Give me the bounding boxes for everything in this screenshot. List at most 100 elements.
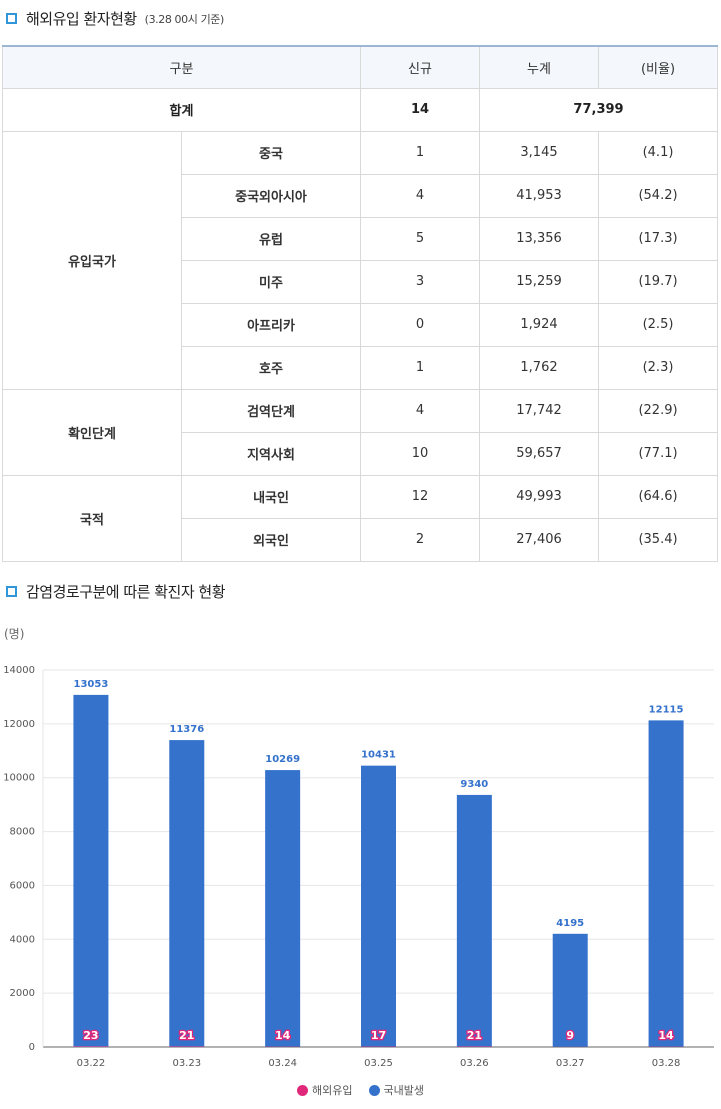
legend-label-domestic: 국내발생: [383, 1084, 424, 1097]
group-label: 유입국가: [2, 130, 182, 390]
data-label-domestic: 10431: [361, 750, 396, 761]
row-new: 3: [360, 259, 481, 304]
group-label: 국적: [2, 474, 182, 562]
bar-domestic[interactable]: [456, 794, 492, 1047]
table-row: 호주 1 1,762 (2.3): [3, 345, 719, 390]
data-label-overseas: 14: [658, 1029, 674, 1042]
total-cumulative: 77,399: [479, 87, 719, 132]
row-ratio: (22.9): [598, 388, 719, 433]
legend-item-domestic[interactable]: 국내발생: [368, 1082, 424, 1098]
table-row: 미주 3 15,259 (19.7): [3, 259, 719, 304]
section-title-infection-route: 감염경로구분에 따른 확진자 현황: [6, 581, 226, 602]
row-name: 미주: [180, 259, 362, 304]
data-label-domestic: 13053: [74, 679, 109, 690]
row-cumulative: 41,953: [479, 173, 600, 218]
row-ratio: (35.4): [598, 517, 719, 562]
row-cumulative: 17,742: [479, 388, 600, 433]
x-tick-label: 03.22: [77, 1058, 106, 1069]
data-label-domestic: 9340: [460, 779, 488, 790]
data-label-overseas: 17: [371, 1029, 386, 1042]
row-cumulative: 27,406: [479, 517, 600, 562]
table-total-row: 합계 14 77,399: [1, 87, 719, 132]
row-cumulative: 13,356: [479, 216, 600, 261]
y-tick-label: 8000: [10, 827, 35, 838]
row-new: 0: [360, 302, 481, 347]
bar-domestic[interactable]: [265, 770, 301, 1047]
header-category: 구분: [1, 45, 362, 89]
group-label: 확인단계: [2, 388, 182, 476]
row-new: 12: [360, 474, 481, 519]
row-new: 4: [360, 173, 481, 218]
row-cumulative: 49,993: [479, 474, 600, 519]
row-name: 아프리카: [180, 302, 362, 347]
data-label-overseas: 14: [275, 1029, 291, 1042]
y-tick-label: 6000: [10, 880, 35, 891]
total-label: 합계: [1, 87, 362, 132]
x-tick-label: 03.28: [652, 1058, 681, 1069]
x-tick-label: 03.24: [268, 1058, 297, 1069]
y-tick-label: 12000: [3, 719, 35, 730]
data-label-domestic: 12115: [649, 704, 684, 715]
row-cumulative: 59,657: [479, 431, 600, 476]
header-ratio: (비율): [598, 45, 719, 89]
legend-dot-domestic: [368, 1084, 380, 1096]
row-name: 유럽: [180, 216, 362, 261]
data-label-overseas: 21: [467, 1029, 482, 1042]
row-name: 중국외아시아: [180, 173, 362, 218]
chart-legend: 해외유입 국내발생: [0, 1082, 721, 1098]
bar-domestic[interactable]: [361, 765, 396, 1047]
row-new: 1: [360, 130, 481, 175]
y-tick-label: 14000: [3, 665, 35, 676]
bar-domestic[interactable]: [552, 933, 588, 1047]
legend-dot-overseas: [297, 1084, 309, 1096]
row-ratio: (4.1): [598, 130, 719, 175]
y-unit-label: (명): [4, 627, 24, 641]
row-ratio: (77.1): [598, 431, 719, 476]
data-label-domestic: 4195: [556, 918, 584, 929]
data-label-overseas: 23: [83, 1029, 98, 1042]
table-row: 중국외아시아 4 41,953 (54.2): [3, 173, 719, 218]
bar-overseas[interactable]: [456, 1046, 492, 1047]
row-ratio: (54.2): [598, 173, 719, 218]
row-name: 외국인: [180, 517, 362, 562]
row-name: 검역단계: [180, 388, 362, 433]
x-tick-label: 03.26: [460, 1058, 489, 1069]
total-new: 14: [360, 87, 481, 132]
x-tick-label: 03.27: [556, 1058, 585, 1069]
overseas-stats-table: 구분 신규 누계 (비율) 합계 14 77,399 유입국가 중국 1 3,145 (4.1) 중국외…: [1, 45, 719, 562]
legend-item-overseas[interactable]: 해외유입: [297, 1082, 353, 1098]
data-label-overseas: 9: [566, 1029, 574, 1042]
row-name: 지역사회: [180, 431, 362, 476]
x-tick-label: 03.23: [172, 1058, 201, 1069]
square-bullet-icon: [6, 13, 17, 24]
row-name: 중국: [180, 130, 362, 175]
data-label-overseas: 21: [179, 1029, 194, 1042]
table-row: 유럽 5 13,356 (17.3): [3, 216, 719, 261]
square-bullet-icon: [6, 586, 17, 597]
bar-domestic[interactable]: [73, 694, 109, 1047]
section-title-text: 해외유입 환자현황: [26, 10, 137, 28]
table-row: 확인단계 검역단계 4 17,742 (22.9): [2, 388, 719, 476]
row-new: 10: [360, 431, 481, 476]
row-ratio: (19.7): [598, 259, 719, 304]
table-header-row: 구분 신규 누계 (비율): [1, 45, 719, 89]
y-tick-label: 10000: [3, 773, 35, 784]
bar-overseas[interactable]: [73, 1046, 109, 1047]
table-row: 유입국가 중국 1 3,145 (4.1): [2, 130, 719, 390]
row-cumulative: 15,259: [479, 259, 600, 304]
row-cumulative: 3,145: [479, 130, 600, 175]
x-tick-label: 03.25: [364, 1058, 393, 1069]
bar-overseas[interactable]: [169, 1046, 205, 1047]
row-cumulative: 1,762: [479, 345, 600, 390]
y-tick-label: 0: [29, 1042, 35, 1053]
header-new: 신규: [360, 45, 481, 89]
header-cumulative: 누계: [479, 45, 600, 89]
y-tick-label: 2000: [10, 988, 35, 999]
row-ratio: (2.3): [598, 345, 719, 390]
row-new: 5: [360, 216, 481, 261]
bar-domestic[interactable]: [648, 720, 684, 1047]
table-row: 국적 내국인 12 49,993 (64.6): [2, 474, 719, 562]
table-row: 아프리카 0 1,924 (2.5): [3, 302, 719, 347]
bar-domestic[interactable]: [169, 740, 205, 1047]
table-row: 지역사회 10 59,657 (77.1): [3, 431, 719, 476]
